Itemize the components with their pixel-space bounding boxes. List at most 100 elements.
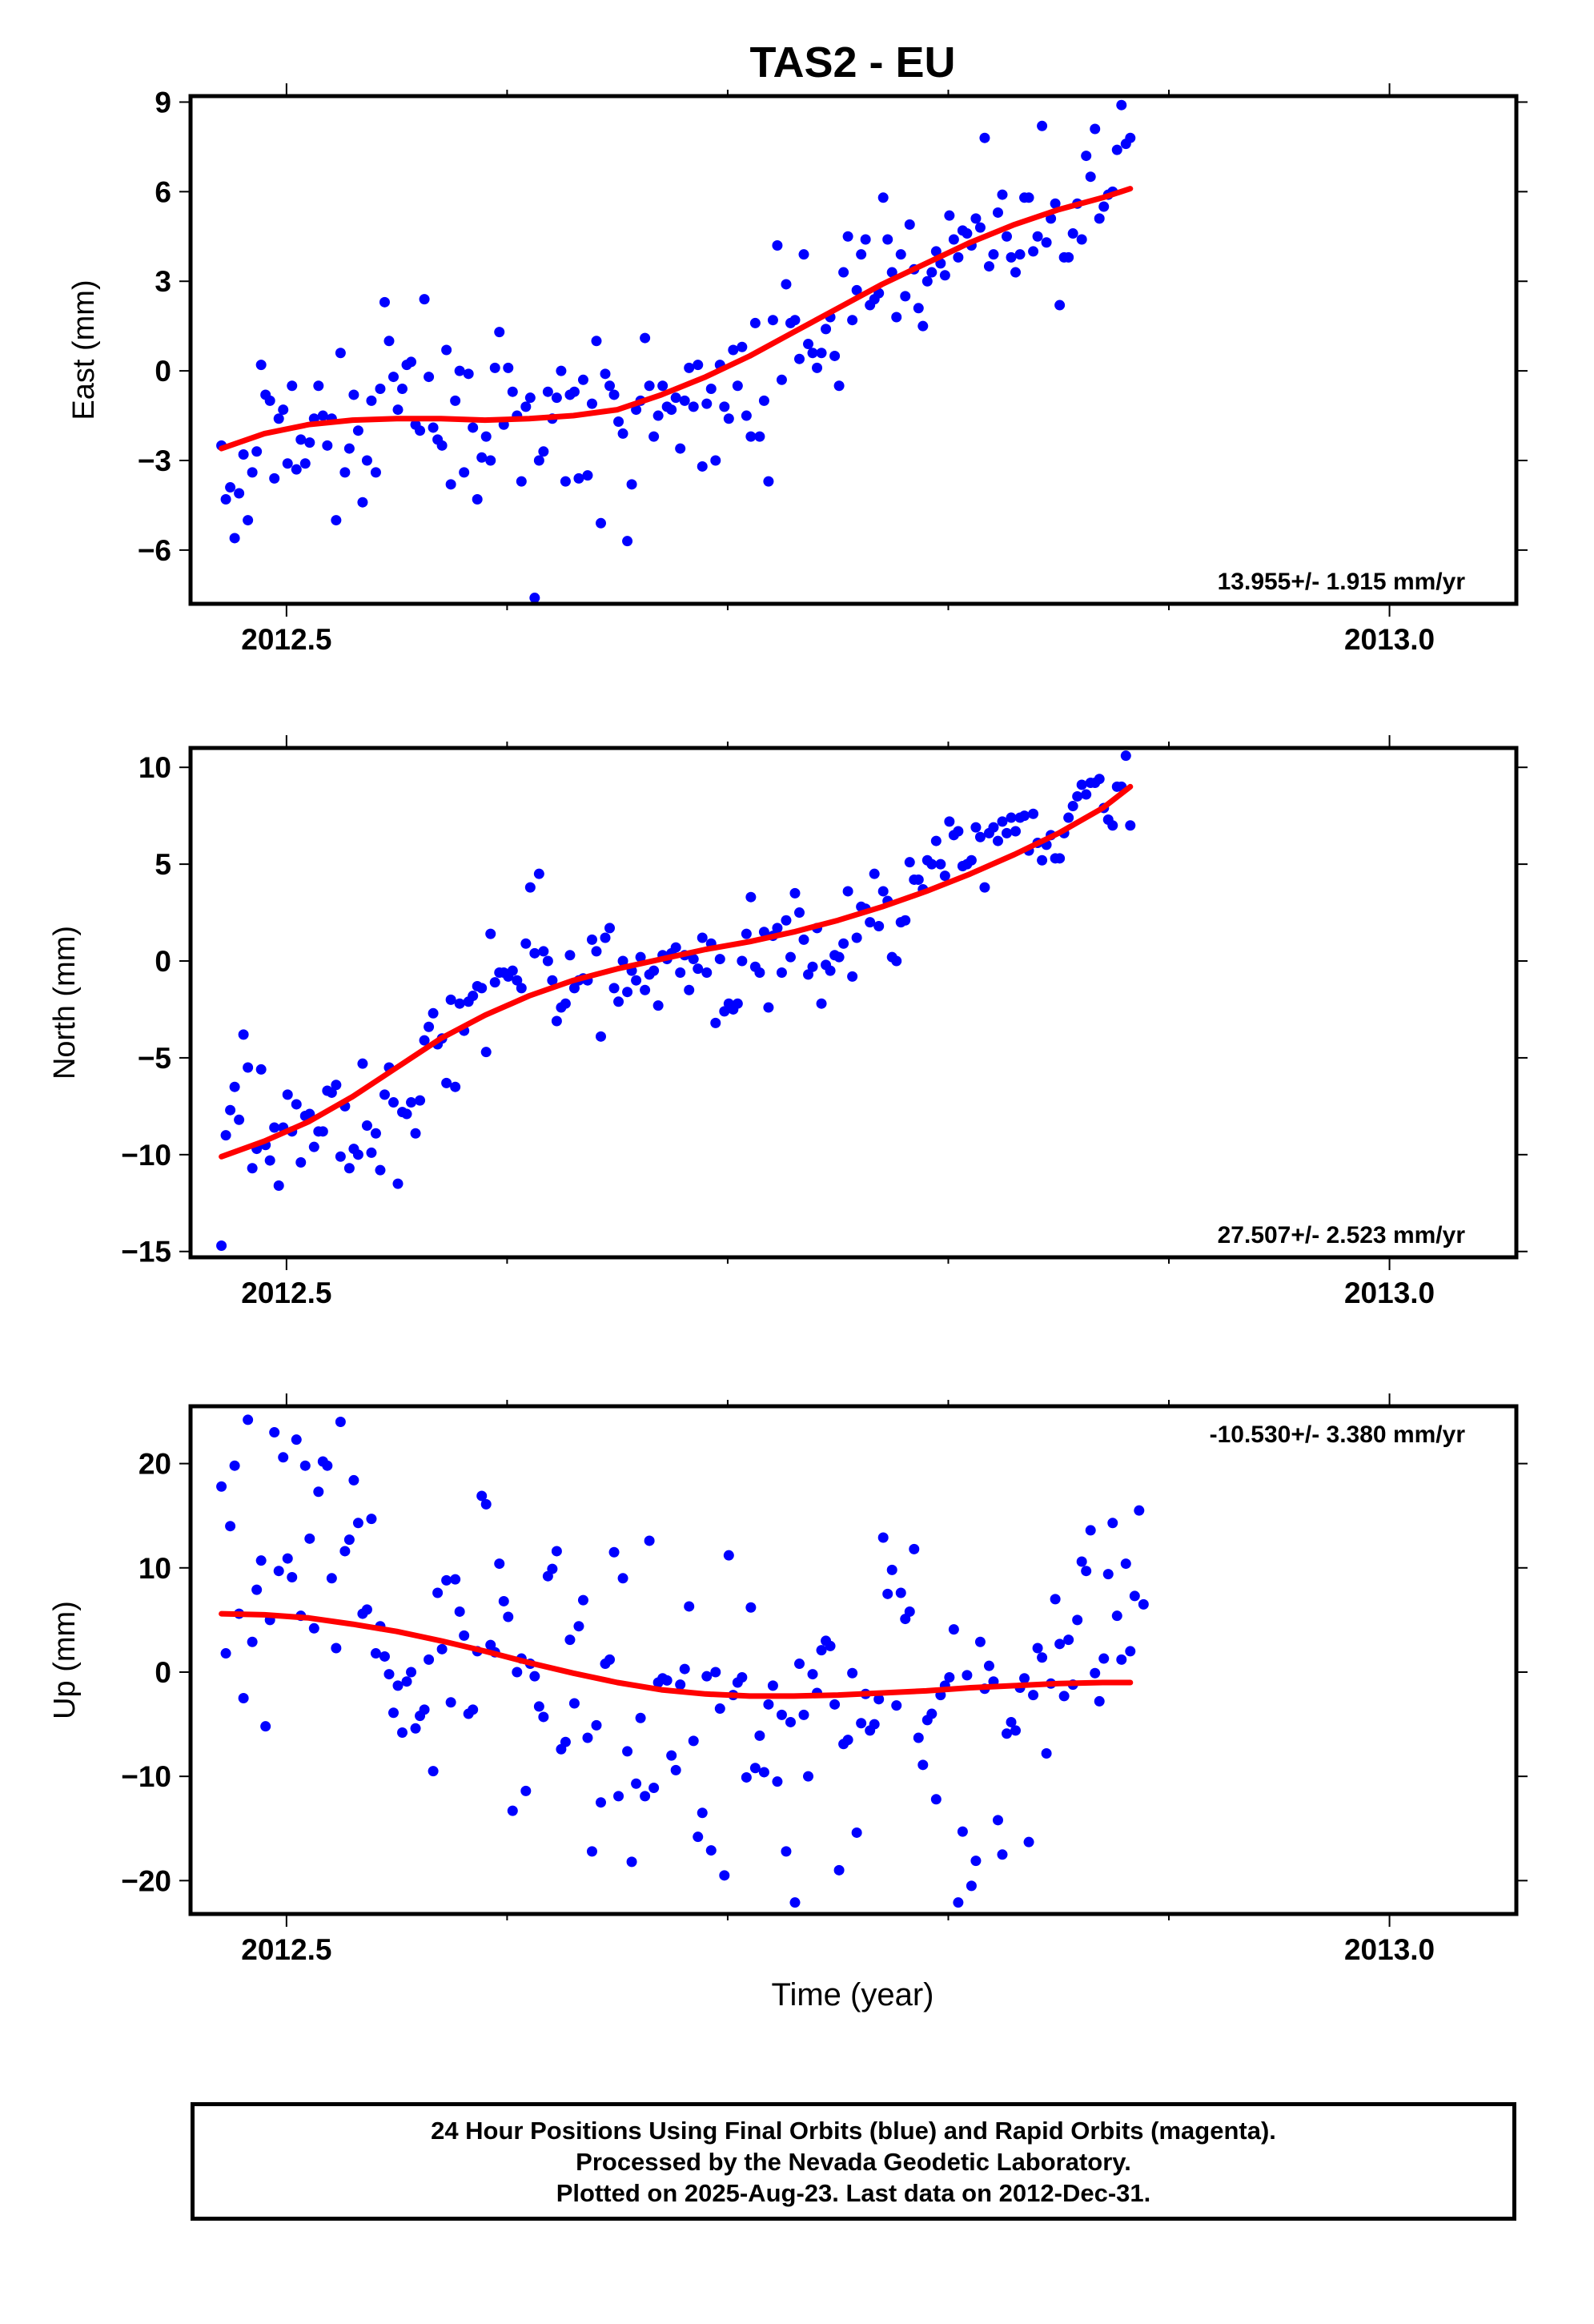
data-point <box>424 1654 435 1665</box>
data-point <box>436 1643 448 1655</box>
data-point <box>441 344 452 356</box>
data-point <box>428 1007 439 1019</box>
data-point <box>480 1498 492 1510</box>
y-tick-label: 10 <box>139 751 171 784</box>
data-point <box>304 1533 315 1544</box>
data-point <box>287 1572 298 1583</box>
panel-3: 2012.5 2013.0 −20 −10 0 10 20 Up (mm) -10.530+/-… <box>48 1393 1528 1966</box>
data-point <box>1010 1725 1022 1736</box>
data-point <box>701 1671 713 1682</box>
data-point <box>622 1746 633 1757</box>
data-point <box>1129 1590 1140 1602</box>
data-point <box>547 1563 558 1574</box>
data-point <box>1120 750 1131 762</box>
data-point <box>652 1000 664 1011</box>
data-point <box>264 1155 275 1166</box>
data-point <box>948 234 959 245</box>
data-point <box>582 1732 593 1743</box>
data-point <box>542 955 553 967</box>
data-point <box>361 1120 372 1132</box>
data-point <box>926 1708 938 1719</box>
data-point <box>904 219 915 230</box>
data-point <box>825 965 836 976</box>
data-point <box>308 1622 319 1634</box>
data-point <box>710 1667 721 1678</box>
data-point <box>640 332 651 344</box>
data-point <box>287 380 298 392</box>
data-point <box>886 267 897 278</box>
data-point <box>688 401 699 412</box>
data-point <box>480 431 492 442</box>
data-point <box>758 927 769 938</box>
data-point <box>397 383 408 394</box>
data-point <box>1050 1594 1061 1605</box>
data-point <box>343 1163 355 1174</box>
data-point <box>675 443 686 454</box>
data-point <box>939 870 950 882</box>
data-point <box>626 1856 637 1868</box>
data-point <box>255 1555 267 1566</box>
data-point <box>392 1680 404 1691</box>
data-point <box>684 984 695 995</box>
data-point <box>556 365 567 376</box>
y-axis-label: Up (mm) <box>48 1601 82 1719</box>
data-point <box>851 1827 862 1838</box>
data-point <box>869 868 880 879</box>
data-point <box>877 1532 889 1543</box>
data-point <box>714 954 725 965</box>
data-point <box>917 1759 929 1771</box>
data-point <box>1037 120 1048 131</box>
data-point <box>428 1766 439 1777</box>
data-point <box>1072 790 1083 802</box>
data-point <box>648 1782 660 1793</box>
data-point <box>507 386 518 397</box>
data-point <box>1134 1505 1145 1516</box>
data-point <box>273 1566 284 1577</box>
data-point <box>348 389 359 400</box>
data-point <box>763 1699 774 1710</box>
data-point <box>1006 812 1017 823</box>
data-point <box>741 410 752 421</box>
data-point <box>1063 1634 1074 1646</box>
data-point <box>1116 1654 1127 1665</box>
x-tick-label: 2012.5 <box>241 623 331 656</box>
data-point <box>387 1097 399 1108</box>
data-point <box>737 341 748 352</box>
data-point <box>454 998 465 1009</box>
data-point <box>701 967 713 979</box>
data-point <box>776 967 787 979</box>
data-point <box>754 967 765 979</box>
data-point <box>507 1805 518 1816</box>
data-point <box>930 835 942 846</box>
footer-line-3: Plotted on 2025-Aug-23. Last data on 201… <box>556 2178 1151 2207</box>
data-point <box>877 886 889 897</box>
data-point <box>415 425 426 436</box>
data-point <box>410 1723 421 1734</box>
data-point <box>1098 1653 1110 1664</box>
data-point <box>974 1636 986 1647</box>
data-point <box>591 1719 602 1731</box>
fit-curve <box>219 783 1134 1160</box>
data-point <box>737 955 748 967</box>
data-point <box>732 998 743 1009</box>
data-point <box>781 915 792 926</box>
data-point <box>741 1771 752 1783</box>
data-point <box>953 826 964 837</box>
data-point <box>577 1594 588 1606</box>
data-point <box>833 380 845 392</box>
data-point <box>719 1870 730 1881</box>
data-point <box>238 1029 249 1040</box>
panel-2: 2012.5 2013.0 −15 −10 −5 0 5 10 North (mm) 27.507… <box>48 735 1528 1309</box>
footer-line-1: 24 Hour Positions Using Final Orbits (bl… <box>431 2116 1276 2145</box>
data-point <box>454 1606 465 1617</box>
data-point <box>772 923 783 934</box>
data-point <box>842 1735 853 1746</box>
data-point <box>352 1518 363 1529</box>
data-point <box>1067 801 1078 812</box>
data-point <box>886 1564 897 1575</box>
data-point <box>406 1667 417 1678</box>
data-point <box>710 455 721 466</box>
data-point <box>821 324 832 335</box>
data-point <box>697 932 708 943</box>
data-point <box>476 452 488 463</box>
